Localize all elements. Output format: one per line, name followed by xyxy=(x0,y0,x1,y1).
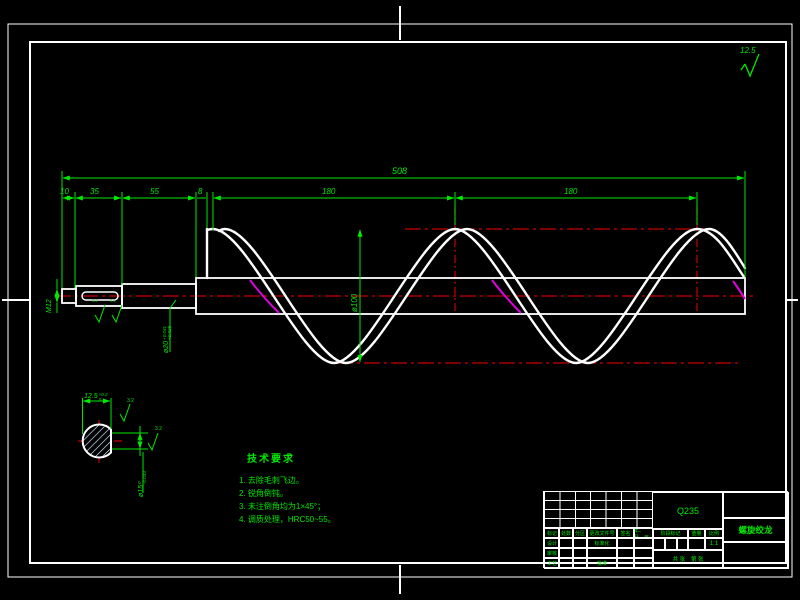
tb-stage-box-2 xyxy=(664,537,678,551)
section-dims xyxy=(82,398,159,493)
tb-approve-date xyxy=(633,557,654,569)
tb-approve-sign xyxy=(616,557,635,569)
tech-requirement-4: 4. 调质处理，HRC50~55。 xyxy=(239,515,336,524)
tech-requirement-1: 1. 去除毛刺飞边。 xyxy=(239,476,304,485)
tb-blank-3 xyxy=(633,547,654,559)
dim-35: 35 xyxy=(90,187,99,196)
revision-grid xyxy=(544,492,653,528)
dim-journal-fit: ø20 +0.041 +0.028 xyxy=(156,326,172,353)
dim-55: 55 xyxy=(150,187,159,196)
dim-thread: M12 xyxy=(46,299,53,313)
journal-lower-tol: +0.028 xyxy=(166,326,172,340)
sheet-frame xyxy=(2,6,798,594)
journal-diameter: ø20 xyxy=(163,340,170,353)
tb-blank-2 xyxy=(616,547,635,559)
dim-pitch-1: 180 xyxy=(322,187,336,196)
tb-label-count: 处数 xyxy=(558,528,574,539)
tb-standard-sign xyxy=(616,537,635,549)
dim-flight-diameter: ø100 xyxy=(350,293,359,312)
tb-label-standard: 标准化 xyxy=(586,537,618,549)
tb-label-scale: 比例 xyxy=(704,528,724,539)
dim-keyway-depth: 12.5 +0.2 0 xyxy=(84,386,108,402)
tb-label-stage: 阶段标记 xyxy=(652,528,689,539)
tb-label-approve: 批准 xyxy=(586,557,618,569)
tb-part-name: 螺旋绞龙 xyxy=(722,517,789,543)
tb-check-date xyxy=(572,547,588,559)
tb-standard-date xyxy=(633,537,654,549)
keyway-depth-upper: +0.2 xyxy=(98,391,108,397)
tb-blank-1 xyxy=(586,547,618,559)
dim-8: 8 xyxy=(198,187,203,196)
tb-design-sign xyxy=(558,537,574,549)
tb-label-mark: 标记 xyxy=(544,528,560,539)
tb-check-sign xyxy=(558,547,574,559)
section-shaft-lower: -0.043 xyxy=(141,471,147,484)
dim-total-length: 508 xyxy=(392,166,408,176)
tech-requirement-2: 2. 锐角倒钝。 xyxy=(239,489,288,498)
dim-pitch-2: 180 xyxy=(564,187,578,196)
tb-sheets-total: 共 张 xyxy=(672,557,685,563)
tb-sheet-row: 共 张 第 张 xyxy=(652,549,724,569)
keyway-slot xyxy=(81,291,119,301)
tb-label-weight: 重量 xyxy=(687,528,706,539)
tb-material: Q235 xyxy=(652,492,724,530)
tb-label-design: 设计 xyxy=(544,537,560,549)
tb-label-check: 审核 xyxy=(544,547,560,559)
section-view xyxy=(81,398,159,493)
shaft-body xyxy=(61,277,746,315)
tb-design-date xyxy=(572,537,588,549)
tb-company xyxy=(722,541,789,569)
tb-label-date: 年、月、日 xyxy=(633,528,654,539)
hidden-flight-segments xyxy=(249,279,746,314)
corner-roughness-value: 12.5 xyxy=(740,46,756,55)
dim-section-shaft: ø15 0 -0.043 xyxy=(131,471,147,497)
registration-ticks xyxy=(2,6,798,594)
tb-process-date xyxy=(572,557,588,569)
section-shaft-dia: ø15 xyxy=(138,484,145,497)
roughness-main-1: 3.2 xyxy=(92,298,98,303)
tb-label-zone: 分区 xyxy=(572,528,588,539)
helix-flight xyxy=(205,227,747,365)
tube xyxy=(195,277,746,315)
tb-label-process: 工艺 xyxy=(544,557,560,569)
tb-sheet-number: 第 张 xyxy=(691,557,704,563)
roughness-symbol-corner xyxy=(740,53,760,78)
tb-label-sign: 签名 xyxy=(616,528,635,539)
keyway-depth-value: 12.5 xyxy=(84,393,98,400)
roughness-main-2: 3.2 xyxy=(110,298,116,303)
title-block: 标记 处数 分区 更改文件号 签名 年、月、日 设计 标准化 审核 工艺 批准 … xyxy=(543,491,789,569)
tb-stage-box-1 xyxy=(652,537,666,551)
dimension-lines xyxy=(54,171,746,363)
roughness-section-1: 3.2 xyxy=(127,398,134,404)
tech-requirements-title: 技术要求 xyxy=(247,454,295,465)
dim-10: 10 xyxy=(60,187,69,196)
tech-requirement-3: 3. 未注倒角均为1×45°； xyxy=(239,502,326,511)
roughness-section-2: 3.2 xyxy=(155,426,162,432)
tb-label-doc-no: 更改文件号 xyxy=(586,528,618,539)
tb-stage-box-3 xyxy=(676,537,689,551)
tb-drawing-number xyxy=(722,492,789,519)
tb-weight-value xyxy=(687,537,706,551)
tb-process-sign xyxy=(558,557,574,569)
tb-scale-value: 1:1 xyxy=(704,537,724,551)
section-circle xyxy=(81,423,112,459)
keyway-depth-lower: 0 xyxy=(98,396,102,402)
